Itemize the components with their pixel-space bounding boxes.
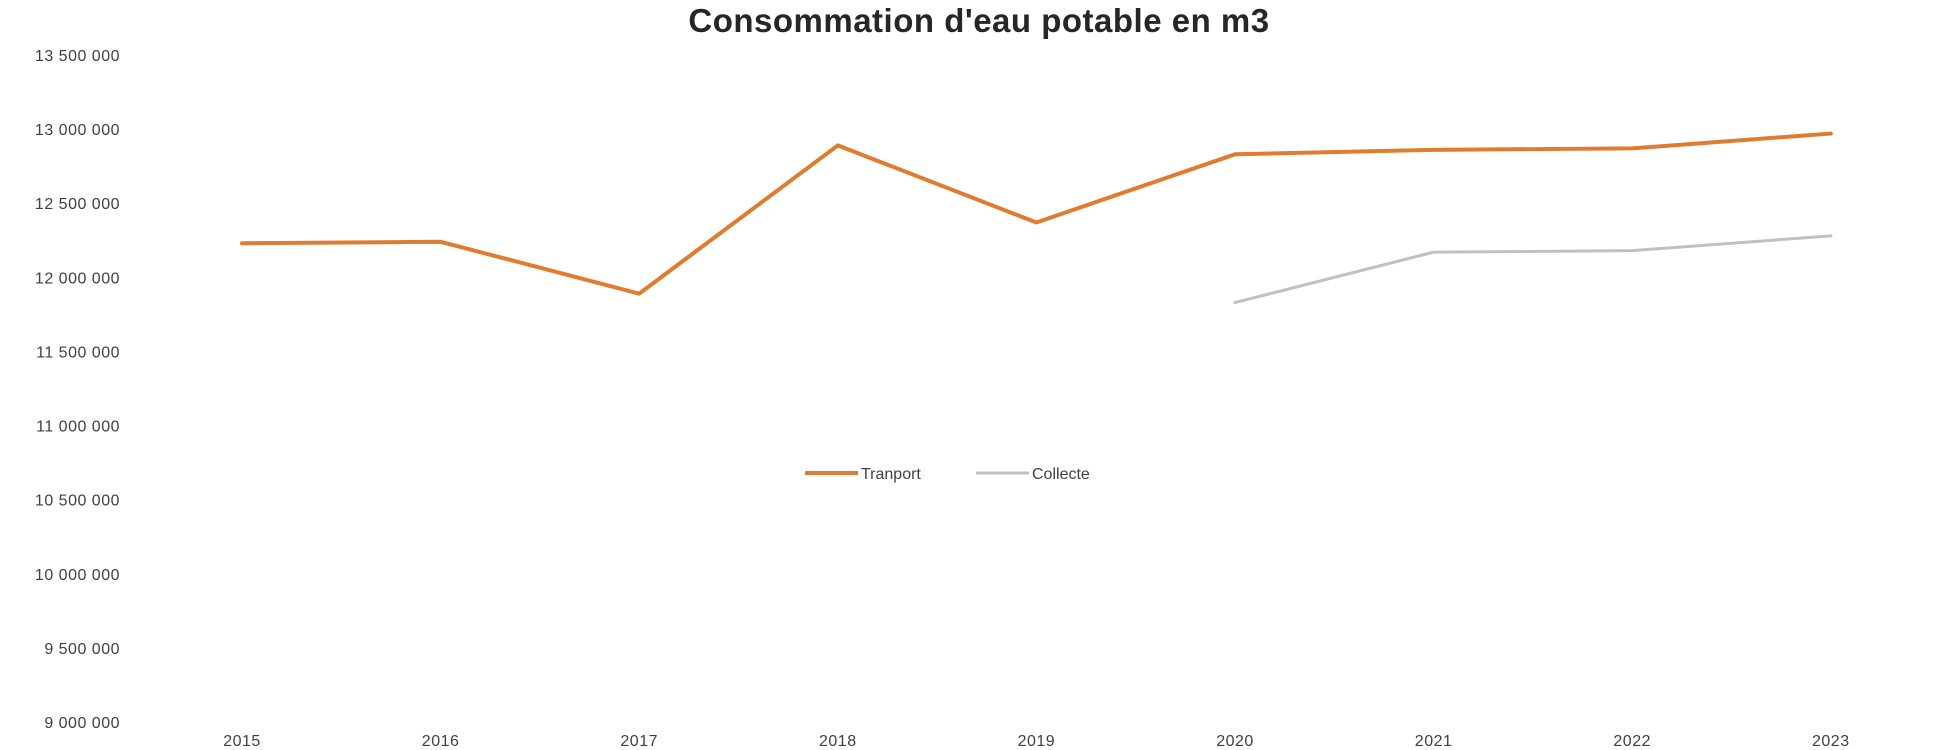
x-tick-label: 2021 [1415, 733, 1453, 750]
x-tick-label: 2018 [819, 733, 857, 750]
data-point-tranport [1034, 220, 1038, 224]
series-layer [240, 131, 1833, 305]
y-tick-label: 10 000 000 [35, 567, 120, 584]
series-line-collecte [1233, 234, 1833, 305]
y-tick-label: 9 000 000 [44, 715, 120, 732]
x-tick-label: 2022 [1613, 733, 1651, 750]
x-tick-label: 2020 [1216, 733, 1254, 750]
series-line-tranport [240, 131, 1833, 296]
x-tick-label: 2023 [1812, 733, 1850, 750]
x-tick-label: 2015 [223, 733, 261, 750]
y-axis: 9 000 000 9 500 000 10 000 000 10 500 000 11… [35, 48, 120, 732]
data-point-tranport [836, 143, 840, 147]
legend-label: Tranport [861, 466, 921, 483]
data-point-tranport [637, 292, 641, 296]
data-point-tranport [1233, 152, 1237, 156]
data-point-tranport [1432, 148, 1436, 152]
chart-title: Consommation d'eau potable en m3 [688, 2, 1270, 39]
y-tick-label: 12 500 000 [35, 196, 120, 213]
legend-item: Collecte [976, 466, 1090, 483]
y-tick-label: 10 500 000 [35, 493, 120, 510]
y-tick-label: 11 500 000 [36, 344, 120, 361]
y-tick-label: 12 000 000 [35, 270, 120, 287]
data-point-collecte [1630, 249, 1634, 253]
legend: Tranport Collecte [805, 466, 1090, 483]
x-tick-label: 2017 [620, 733, 658, 750]
data-point-tranport [439, 240, 443, 244]
data-point-tranport [240, 241, 244, 245]
data-point-tranport [1829, 132, 1833, 136]
y-tick-label: 11 000 000 [36, 419, 120, 436]
y-tick-label: 13 000 000 [35, 122, 120, 139]
x-axis: 2015 2016 2017 2018 2019 2020 2021 2022 2023 [223, 733, 1849, 750]
legend-label: Collecte [1032, 466, 1090, 483]
data-point-tranport [1630, 146, 1634, 150]
legend-item: Tranport [805, 466, 921, 483]
y-tick-label: 9 500 000 [44, 641, 120, 658]
x-tick-label: 2019 [1018, 733, 1056, 750]
x-tick-label: 2016 [422, 733, 460, 750]
y-tick-label: 13 500 000 [35, 48, 120, 65]
data-point-collecte [1432, 250, 1436, 254]
data-point-collecte [1233, 301, 1237, 305]
data-point-collecte [1829, 234, 1833, 238]
